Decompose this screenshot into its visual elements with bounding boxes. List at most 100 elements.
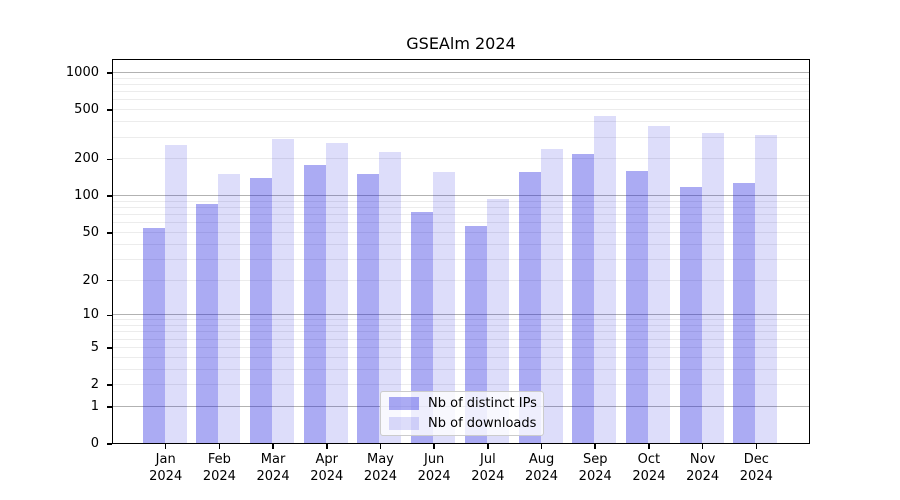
bar-downloads-oct [647,125,670,443]
x-tick-label-sep: Sep 2024 [563,451,627,485]
x-tick-aug [540,444,543,449]
legend-swatch-distinct-ips [389,397,419,410]
bar-distinct-ips-oct [625,170,648,443]
bar-downloads-may [379,151,402,443]
y-tick-500 [107,109,112,111]
y-tick-label-5: 5 [90,339,99,355]
x-tick-year: 2024 [632,469,666,484]
bar-downloads-dec [755,135,778,443]
x-tick-year: 2024 [578,469,612,484]
x-tick-year: 2024 [310,469,344,484]
x-tick-year: 2024 [686,469,720,484]
bar-distinct-ips-jan [142,227,165,443]
x-tick-dec [755,444,758,449]
legend-swatch-downloads [389,417,419,430]
gridline-major-10 [113,314,809,316]
x-tick-month: Apr [315,452,339,467]
x-tick-may [379,444,382,449]
gridline-major-1000 [113,72,809,74]
x-tick-label-nov: Nov 2024 [671,451,735,485]
bar-distinct-ips-jun [411,211,434,443]
x-tick-year: 2024 [739,469,773,484]
gridline-minor-30 [113,258,809,260]
x-tick-month: Mar [260,452,286,467]
gridline-minor-70 [113,214,809,216]
y-tick-200 [107,158,112,161]
gridline-minor-90 [113,200,809,202]
x-tick-sep [594,444,596,449]
bar-downloads-nov [701,132,724,443]
gridline-minor-2 [113,384,809,386]
x-tick-month: Jul [480,452,496,467]
gridline-minor-40 [113,243,809,245]
x-tick-month: Jun [423,452,445,467]
x-tick-label-feb: Feb 2024 [187,451,251,485]
x-tick-label-oct: Oct 2024 [617,451,681,485]
gridline-minor-800 [113,84,809,86]
x-tick-year: 2024 [256,469,290,484]
x-tick-year: 2024 [417,469,451,484]
gridline-minor-700 [113,91,809,93]
gridline-minor-4 [113,356,809,358]
x-tick-month: Feb [207,452,231,467]
bar-distinct-ips-dec [733,182,756,443]
bar-downloads-aug [540,148,563,443]
x-tick-month: Jan [155,452,176,467]
gridline-minor-200 [113,158,809,160]
x-tick-jul [487,444,489,449]
bar-downloads-jun [433,171,456,443]
x-tick-month: Oct [637,452,661,467]
gridline-minor-300 [113,136,809,138]
x-tick-month: May [367,452,394,467]
y-tick-label-2: 2 [90,377,99,393]
bar-downloads-mar [272,139,295,443]
bar-distinct-ips-aug [518,171,541,443]
legend-item-downloads: Nb of downloads [389,416,537,431]
bar-downloads-feb [218,173,241,443]
y-tick-label-50: 50 [82,224,99,240]
y-tick-0 [107,443,112,445]
gridline-minor-600 [113,99,809,101]
x-tick-feb [218,444,221,449]
gridline-minor-900 [113,77,809,79]
gridline-minor-9 [113,319,809,321]
gridline-minor-500 [113,109,809,111]
bar-downloads-jan [164,144,187,443]
x-tick-label-dec: Dec 2024 [724,451,788,485]
plot-area [112,59,810,444]
bar-downloads-apr [325,143,348,443]
x-tick-month: Aug [528,452,555,467]
x-tick-mar [272,444,274,449]
x-tick-year: 2024 [471,469,505,484]
x-tick-year: 2024 [524,469,559,484]
bar-downloads-sep [594,115,617,443]
x-tick-label-may: May 2024 [348,451,412,485]
x-tick-year: 2024 [363,469,397,484]
y-tick-label-0: 0 [90,436,99,451]
gridline-minor-50 [113,231,809,233]
gridline-minor-60 [113,222,809,224]
x-tick-label-mar: Mar 2024 [241,451,305,485]
y-tick-20 [107,279,112,282]
gridline-minor-20 [113,279,809,281]
y-tick-label-1: 1 [90,398,99,414]
y-tick-50 [107,232,112,234]
y-tick-label-200: 200 [74,151,99,167]
x-tick-month: Sep [582,452,608,467]
gridline-minor-5 [113,346,809,348]
legend-item-distinct-ips: Nb of distinct IPs [389,396,537,411]
gridline-minor-8 [113,325,809,327]
y-tick-label-100: 100 [74,188,99,204]
x-tick-month: Dec [743,452,769,467]
x-tick-year: 2024 [202,469,236,484]
x-tick-label-aug: Aug 2024 [510,451,574,485]
y-tick-label-20: 20 [82,272,99,288]
y-tick-label-10: 10 [82,307,99,323]
x-tick-jan [164,444,167,449]
x-tick-label-apr: Apr 2024 [295,451,359,485]
x-tick-nov [701,444,704,449]
y-tick-100 [107,195,112,197]
legend-label-downloads: Nb of downloads [428,416,537,431]
gridline-major-100 [113,195,809,197]
y-tick-2 [107,384,112,386]
